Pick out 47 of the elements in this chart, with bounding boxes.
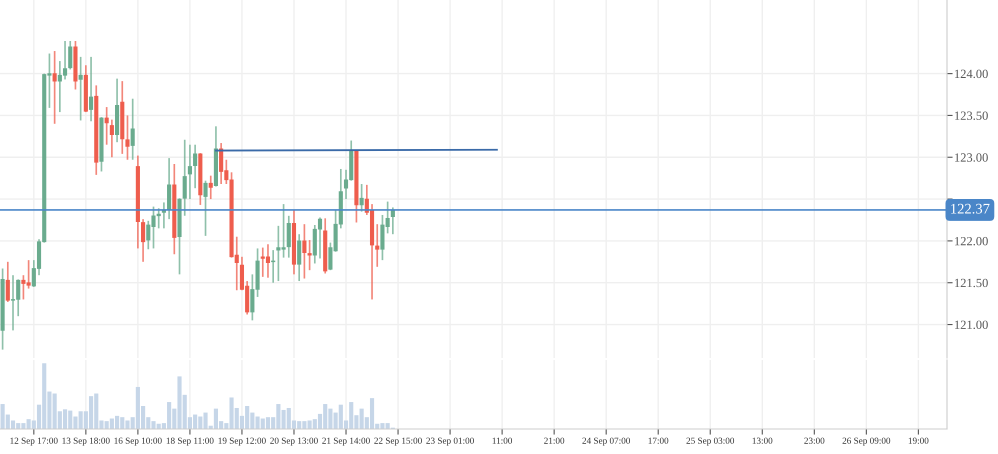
candlestick — [360, 184, 364, 212]
candlestick — [297, 234, 302, 282]
candlestick — [130, 98, 135, 160]
y-tick-label: 121.00 — [955, 320, 988, 330]
x-tick-label: 23:00 — [804, 438, 824, 444]
x-tick-label: 20 Sep 13:00 — [270, 438, 318, 446]
ref-line-label: 122.37 — [951, 204, 990, 214]
x-tick-label: 13:00 — [752, 438, 772, 444]
x-tick-label: 19 Sep 12:00 — [218, 438, 266, 446]
candlestick — [182, 140, 187, 216]
x-tick-label: 23 Sep 01:00 — [426, 438, 474, 446]
x-tick-label: 13 Sep 18:00 — [62, 438, 110, 446]
candlestick — [271, 250, 276, 283]
candlestick — [110, 120, 114, 158]
x-tick-label: 19:00 — [908, 438, 928, 444]
x-tick-label: 21:00 — [544, 438, 564, 444]
x-tick-label: 25 Sep 03:00 — [686, 438, 734, 446]
x-tick-label: 17:00 — [648, 438, 668, 444]
candlestick — [286, 216, 291, 258]
x-tick-label: 16 Sep 10:00 — [114, 438, 162, 446]
candlestick — [308, 240, 312, 270]
y-tick-label: 123.00 — [955, 153, 988, 162]
y-tick-label: 122.00 — [955, 236, 988, 246]
x-tick-label: 26 Sep 09:00 — [842, 438, 890, 446]
y-tick-label: 121.50 — [955, 278, 988, 288]
x-tick-label: 24 Sep 07:00 — [582, 438, 630, 446]
candlestick — [193, 144, 198, 188]
candlestick — [104, 107, 109, 145]
candlestick — [302, 224, 306, 279]
x-tick-label: 12 Sep 17:00 — [10, 438, 58, 446]
candlestick — [375, 224, 380, 267]
candlestick — [88, 56, 94, 122]
candlestick — [6, 262, 10, 302]
x-tick-label: 22 Sep 15:00 — [374, 438, 422, 446]
candlestick — [125, 115, 130, 160]
x-tick-label: 11:00 — [492, 438, 512, 444]
candlestick — [208, 176, 213, 200]
x-tick-label: 21 Sep 14:00 — [322, 438, 370, 446]
y-tick-label: 124.00 — [955, 70, 988, 78]
candlestick — [52, 51, 57, 124]
candlestick — [78, 56, 83, 120]
x-tick-label: 18 Sep 11:00 — [166, 438, 214, 446]
candlestick — [141, 219, 146, 262]
candlestick — [68, 40, 72, 70]
y-tick-label: 123.50 — [955, 111, 988, 120]
candlestick — [188, 144, 192, 200]
candlestick — [203, 180, 208, 236]
